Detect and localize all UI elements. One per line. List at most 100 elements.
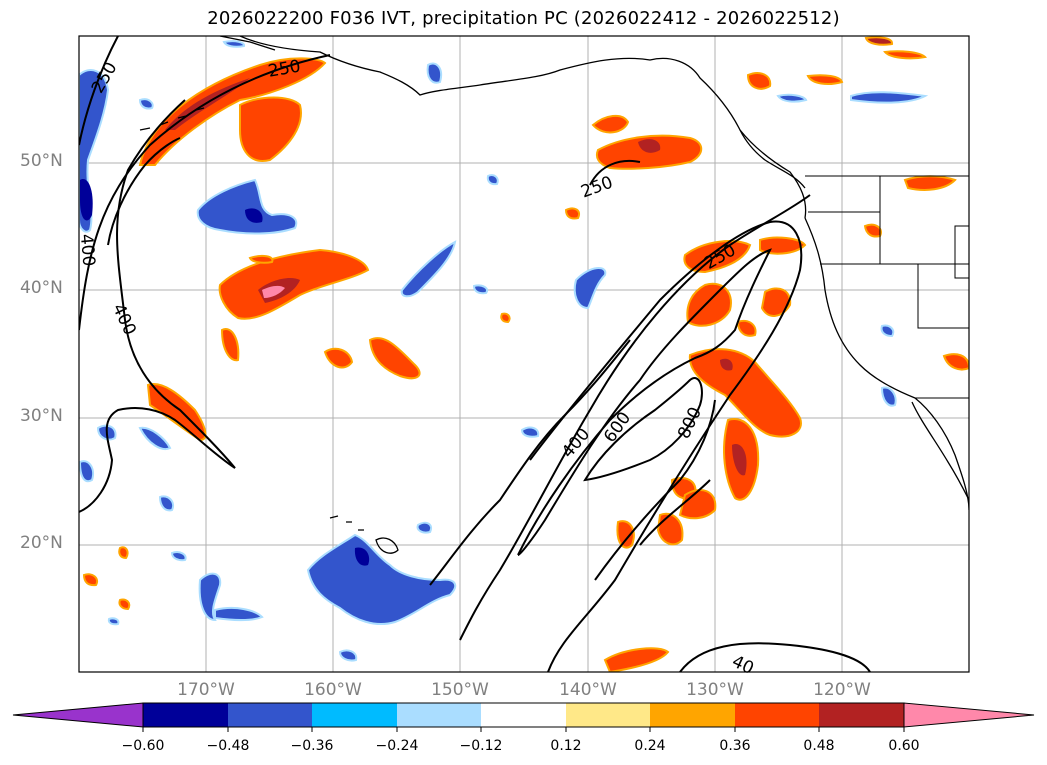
colorbar-bin [397, 703, 481, 727]
precip-negative-areas [79, 40, 929, 662]
ivt-contour-800 [583, 377, 703, 482]
map-frame [78, 35, 970, 673]
ivt-contour-250-inner [79, 54, 331, 331]
lon-label-170w: 170°W [177, 680, 235, 700]
precip-blob [196, 178, 298, 235]
precip-blob [806, 74, 844, 85]
contour-label: 400 [76, 233, 99, 267]
precip-blob [736, 319, 757, 337]
precip-blob [239, 96, 302, 162]
ivt-contour-400 [529, 220, 803, 672]
colorbar-bin [735, 703, 819, 727]
precip-blob [776, 93, 808, 103]
precip-blob [591, 114, 630, 134]
baja-coast [911, 401, 969, 501]
precip-blob [306, 533, 457, 626]
precip-blob [573, 267, 607, 310]
colorbar [12, 702, 1035, 732]
ivt-contour-400-alt [429, 339, 631, 586]
colorbar-ticks [142, 727, 905, 732]
lon-label-120w: 120°W [813, 680, 871, 700]
precip-blob [880, 386, 897, 407]
precip-blob [942, 353, 969, 371]
colorbar-bin [566, 703, 650, 727]
precip-blob [603, 647, 670, 672]
colorbar-bin [143, 703, 228, 727]
ivt-contour-250 [79, 36, 119, 146]
precip-blob [678, 489, 717, 520]
ca-nv-border [917, 264, 969, 329]
precip-blob [79, 460, 94, 483]
precip-blob [198, 572, 222, 622]
ivt-contours [79, 36, 871, 672]
colorbar-extend-min [12, 702, 144, 728]
precip-blob [214, 607, 264, 622]
aleutians [139, 107, 205, 131]
political-borders [805, 175, 969, 399]
hawaii-islands [329, 515, 364, 531]
precip-blob [500, 312, 511, 324]
us-west-coast [804, 217, 969, 511]
colorbar-bin [481, 703, 566, 727]
precip-blob [686, 282, 732, 327]
colorbar-tick-label: −0.60 [121, 738, 165, 754]
precip-blob [354, 547, 370, 566]
colorbar-tick-label: 0.48 [803, 738, 835, 754]
precip-blob [138, 98, 154, 110]
precip-blob [616, 520, 635, 549]
precip-blob [883, 50, 928, 60]
colorbar-tick-label: 0.60 [888, 738, 920, 754]
colorbar-tick-label: −0.36 [290, 738, 334, 754]
precip-blob [903, 175, 957, 191]
precip-blob [416, 521, 432, 534]
lat-label-40n: 40°N [20, 278, 63, 298]
colorbar-bin [312, 703, 397, 727]
precip-blob [107, 617, 120, 626]
colorbar-bin [819, 703, 904, 727]
ivt-contour-250-north [589, 160, 641, 186]
precip-blob [426, 62, 442, 84]
precip-blob [520, 426, 540, 438]
precip-blob [732, 444, 747, 476]
hawaii-big-island [375, 537, 399, 554]
bc-coast [739, 129, 806, 189]
precip-blob [472, 284, 488, 295]
precip-blob [170, 551, 187, 562]
colorbar-extend-max [903, 702, 1035, 728]
precip-blob [262, 285, 285, 298]
precip-blob [338, 649, 358, 662]
precip-blob [850, 91, 929, 104]
precip-blob [760, 287, 792, 317]
lon-label-160w: 160°W [304, 680, 362, 700]
colorbar-bin [650, 703, 735, 727]
precip-blob [82, 573, 98, 587]
precip-blob [323, 347, 354, 369]
precip-blob [746, 72, 772, 90]
colorbar-tick-label: 0.36 [719, 738, 751, 754]
colorbar-tick-label: −0.24 [375, 738, 419, 754]
precip-blob [638, 139, 661, 153]
precip-blob [486, 174, 499, 186]
precip-blob [368, 337, 421, 380]
lon-label-140w: 140°W [559, 680, 617, 700]
colorbar-tick-label: 0.12 [550, 738, 582, 754]
precip-blob [880, 324, 895, 338]
precip-blob [245, 208, 263, 223]
precip-blob [80, 179, 93, 221]
precip-blob [138, 57, 327, 166]
precip-blob [222, 40, 245, 48]
precip-blob [146, 383, 207, 442]
precip-blob [864, 36, 893, 46]
precip-blob [564, 207, 580, 220]
precip-blob [720, 358, 733, 371]
lon-label-130w: 130°W [686, 680, 744, 700]
precip-blob [158, 495, 174, 512]
lat-label-50n: 50°N [20, 151, 63, 171]
alaska-peninsula [219, 36, 276, 51]
nv-border [954, 225, 969, 279]
colorbar-tick-label: 0.24 [634, 738, 666, 754]
colorbar-tick-label: −0.12 [459, 738, 503, 754]
colorbar-outline [142, 702, 905, 728]
coastlines [139, 36, 969, 554]
